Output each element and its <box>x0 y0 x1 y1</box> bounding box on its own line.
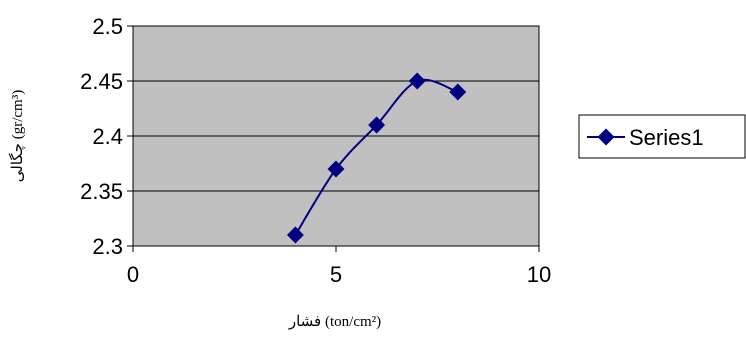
y-axis-title: چگالی (gr/cm³) <box>8 90 26 182</box>
data-point-3 <box>408 72 426 90</box>
gridlines <box>133 80 539 192</box>
data-point-4 <box>449 83 467 101</box>
data-point-0 <box>286 226 304 244</box>
y-tick-label-4: 2.5 <box>92 14 123 39</box>
x-tick-label-1: 5 <box>330 262 342 287</box>
y-axis-ticks: 2.3 2.35 2.4 2.45 2.5 <box>80 14 133 259</box>
data-point-1 <box>327 160 345 178</box>
data-point-2 <box>368 116 386 134</box>
y-tick-label-3: 2.45 <box>80 69 123 94</box>
y-tick-label-1: 2.35 <box>80 179 123 204</box>
x-axis-title: فشار (ton/cm²) <box>288 314 381 330</box>
y-tick-label-0: 2.3 <box>92 234 123 259</box>
x-tick-label-2: 10 <box>527 262 551 287</box>
legend: Series1 <box>578 114 746 159</box>
legend-label: Series1 <box>629 125 704 150</box>
y-tick-label-2: 2.4 <box>92 124 123 149</box>
legend-marker <box>597 128 615 146</box>
x-axis-ticks: 0 5 10 <box>127 246 551 287</box>
series-markers <box>286 72 467 244</box>
x-tick-label-0: 0 <box>127 262 139 287</box>
